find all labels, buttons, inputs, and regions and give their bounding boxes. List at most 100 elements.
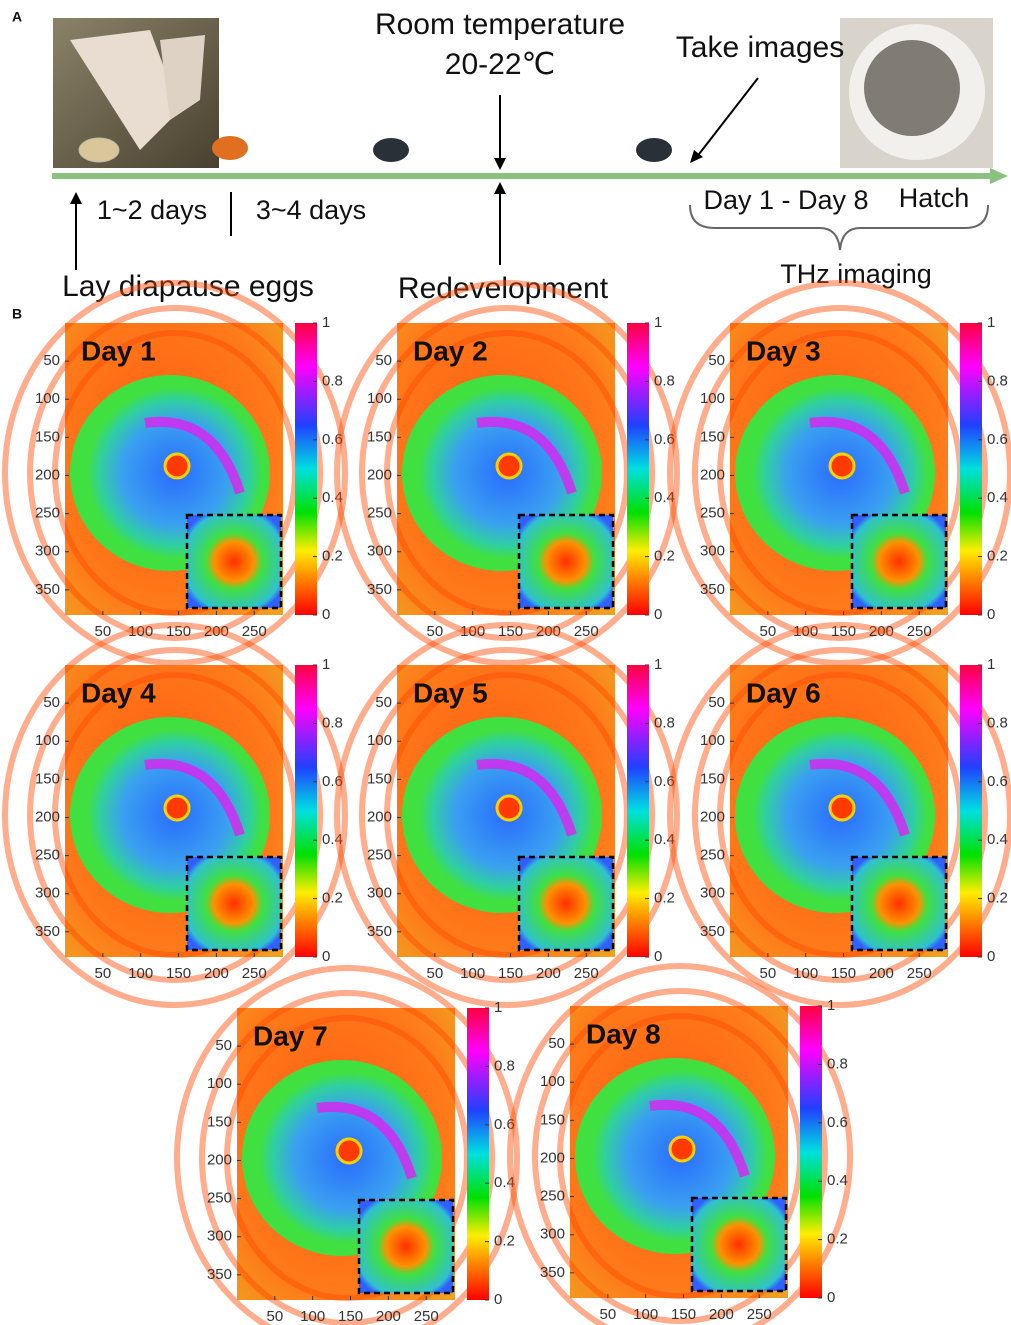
x-tick-label: 50 <box>760 623 777 640</box>
colorbar-tick-label: 0.6 <box>987 773 1008 790</box>
egg-center <box>828 794 856 822</box>
moth-wing <box>160 35 205 120</box>
y-tick-label: 300 <box>35 885 60 902</box>
x-tick-label: 100 <box>793 623 818 640</box>
y-tick-label: 250 <box>207 1190 232 1207</box>
colorbar-tick-label: 0.2 <box>322 548 343 565</box>
colorbar-tick-label: 1 <box>827 997 835 1014</box>
inset <box>517 513 615 610</box>
arrow <box>695 77 759 159</box>
magenta-arc <box>476 416 577 495</box>
colorbar-tick-label: 0.8 <box>494 1057 515 1074</box>
heatmap-panel: Day 1 50 100 150 200 250 50 100 150 200 250 300 350 0… <box>2 280 348 666</box>
colorbar-tick-label: 0.4 <box>654 489 675 506</box>
colorbar <box>627 323 649 615</box>
magenta-arc <box>144 416 245 495</box>
annotation: 1~2 days <box>97 195 207 225</box>
y-tick-label: 100 <box>35 390 60 407</box>
colorbar-tick-label: 0.8 <box>987 714 1008 731</box>
y-tick-label: 50 <box>375 352 392 369</box>
ring <box>27 305 323 641</box>
ring <box>334 622 680 1008</box>
x-tick-label: 150 <box>831 623 856 640</box>
annotation: Day 1 - Day 8 <box>703 185 868 215</box>
arrowhead <box>70 192 82 204</box>
y-tick-label: 150 <box>700 770 725 787</box>
timeline-arrow <box>990 168 1008 184</box>
y-tick-label: 100 <box>367 390 392 407</box>
x-tick-label: 200 <box>536 965 561 982</box>
y-tick-label: 150 <box>700 428 725 445</box>
egg <box>636 138 672 162</box>
egg-center <box>668 1135 696 1163</box>
x-tick-label: 50 <box>95 965 112 982</box>
colorbar-tick-label: 0.8 <box>322 714 343 731</box>
panel-title: Day 5 <box>413 677 488 708</box>
annotation: 3~4 days <box>256 195 366 225</box>
y-tick-label: 50 <box>708 352 725 369</box>
x-tick-label: 200 <box>204 965 229 982</box>
colorbar-tick-label: 0.4 <box>322 489 343 506</box>
colorbar-tick-label: 0.8 <box>322 372 343 389</box>
ring <box>667 622 1011 1008</box>
inset <box>690 1196 788 1293</box>
y-tick-label: 200 <box>700 466 725 483</box>
y-tick-label: 350 <box>700 581 725 598</box>
x-tick-label: 250 <box>907 965 932 982</box>
ring <box>532 988 828 1324</box>
colorbar-tick-label: 0.8 <box>654 372 675 389</box>
moth-wing <box>70 30 180 150</box>
colorbar-tick-label: 0.8 <box>827 1055 848 1072</box>
colorbar-tick-label: 1 <box>654 656 662 673</box>
y-tick-label: 150 <box>35 770 60 787</box>
x-tick-label: 50 <box>267 1308 284 1325</box>
egg-center <box>828 452 856 480</box>
x-tick-label: 100 <box>460 965 485 982</box>
y-tick-label: 250 <box>540 1188 565 1205</box>
x-tick-label: 200 <box>709 1306 734 1323</box>
y-tick-label: 350 <box>367 923 392 940</box>
x-tick-label: 50 <box>760 965 777 982</box>
y-tick-label: 300 <box>367 543 392 560</box>
y-tick-label: 200 <box>367 808 392 825</box>
x-tick-label: 150 <box>671 1306 696 1323</box>
y-tick-label: 100 <box>35 732 60 749</box>
x-tick-label: 150 <box>338 1308 363 1325</box>
egg <box>78 137 120 163</box>
colorbar-tick-label: 0.2 <box>827 1231 848 1248</box>
egg-center <box>495 452 523 480</box>
x-tick-label: 100 <box>633 1306 658 1323</box>
x-tick-label: 150 <box>831 965 856 982</box>
ring <box>174 965 520 1325</box>
inset <box>850 855 948 952</box>
y-tick-label: 50 <box>43 352 60 369</box>
colorbar-tick-label: 0.6 <box>654 773 675 790</box>
egg-center <box>495 794 523 822</box>
ring <box>334 280 680 666</box>
colorbar-tick-label: 0.4 <box>494 1174 515 1191</box>
arrowhead <box>494 182 506 194</box>
y-tick-label: 300 <box>35 543 60 560</box>
y-tick-label: 350 <box>700 923 725 940</box>
heatmap-grid: Day 150 100 150 200 250501001502002503003500… <box>2 280 1011 1325</box>
colorbar-tick-label: 0.4 <box>654 831 675 848</box>
magenta-arc <box>809 416 910 495</box>
panel-label: A <box>12 9 22 25</box>
ring <box>667 280 1011 666</box>
annotation: Hatch <box>899 183 970 213</box>
egg-center <box>163 794 191 822</box>
y-tick-label: 200 <box>700 808 725 825</box>
brace <box>689 204 989 251</box>
colorbar-tick-label: 0 <box>827 1289 835 1306</box>
panel-title: Day 7 <box>253 1020 328 1051</box>
x-tick-label: 100 <box>460 623 485 640</box>
colorbar-tick-label: 0 <box>654 606 662 623</box>
x-tick-label: 50 <box>600 1306 617 1323</box>
x-tick-label: 150 <box>166 623 191 640</box>
inset <box>850 513 948 610</box>
colorbar-tick-label: 0.2 <box>654 890 675 907</box>
heatmap-panel: Day 3 50 100 150 200 250 50 100 150 200 250 300 350 0… <box>667 280 1011 666</box>
panel-label: B <box>12 306 22 322</box>
y-tick-label: 50 <box>548 1035 565 1052</box>
